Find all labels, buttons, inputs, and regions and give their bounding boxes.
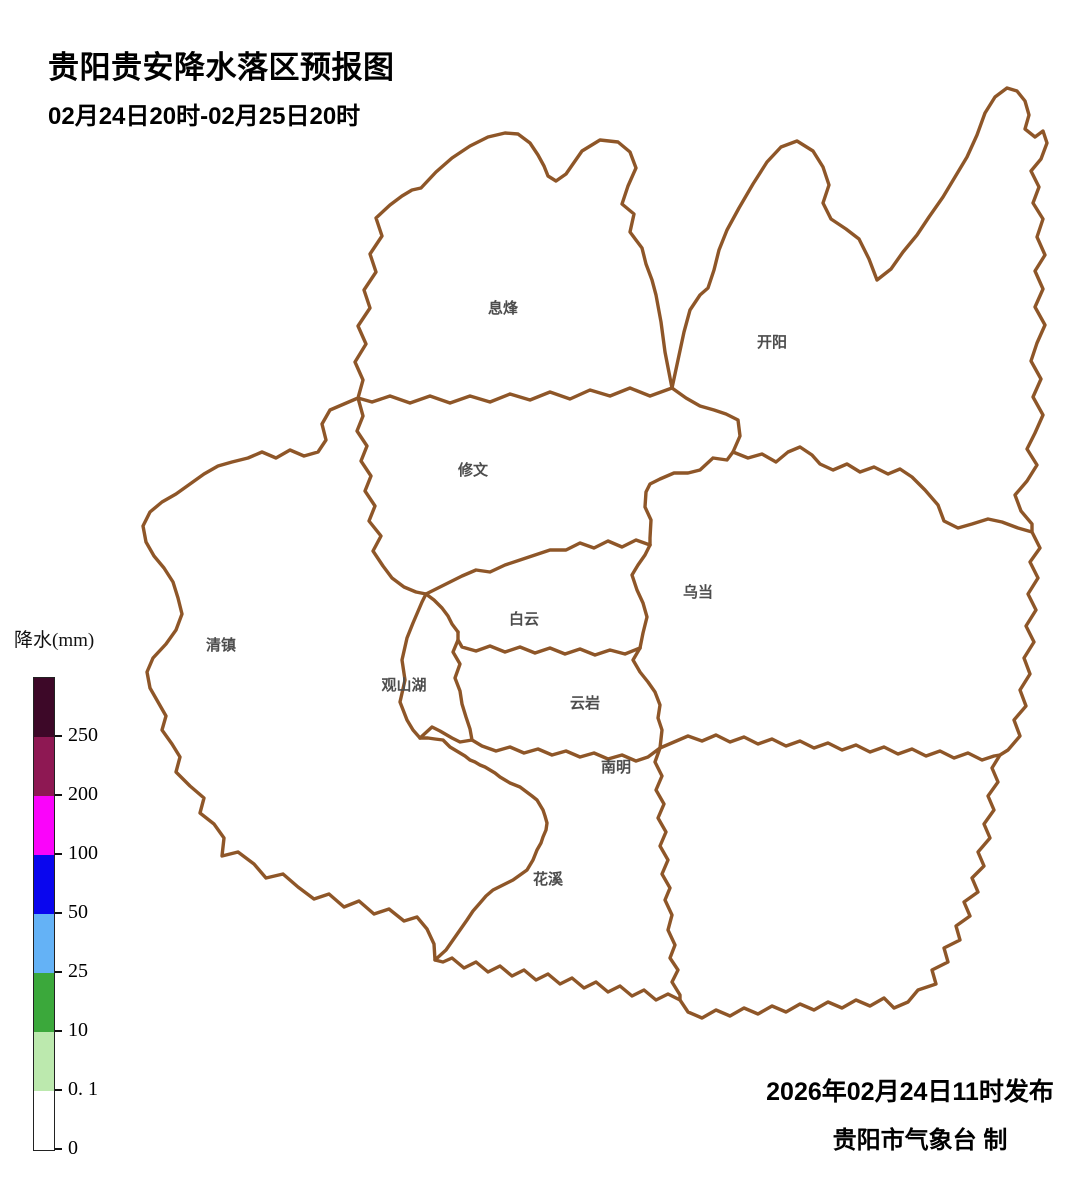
legend-bar (33, 677, 55, 1151)
district-boundary-wudang-nanming (658, 733, 1002, 762)
district-boundary-wudang-yunyan (631, 646, 664, 750)
district-boundary-xifeng-xiuwen (356, 386, 674, 405)
district-boundary-baiyun-wudang (630, 543, 652, 650)
district-label-nanming: 南明 (601, 758, 631, 776)
legend-band (34, 737, 54, 796)
district-boundary-baiyun-yunyan (456, 630, 642, 657)
legend-band (34, 796, 54, 855)
legend-tick-mark (55, 853, 62, 855)
district-boundary-guanshanhu-yunyan (451, 638, 474, 742)
district-label-qingzhen: 清镇 (206, 636, 236, 654)
map-outline (141, 86, 1049, 1020)
district-boundary-baiyun-guanshanhu (424, 592, 460, 634)
legend-tick-label: 10 (68, 1019, 88, 1041)
forecast-period: 02月24日20时-02月25日20时 (48, 103, 361, 130)
producer: 贵阳市气象台 制 (832, 1127, 1008, 1154)
district-boundary-guanshanhu-south (418, 725, 474, 744)
precipitation-legend: 降水(mm) 250 200 100 50 25 10 0. 1 0 (14, 625, 154, 1185)
legend-band (34, 855, 54, 914)
legend-tick-label: 50 (68, 901, 88, 923)
legend-band (34, 678, 54, 737)
district-boundary-kaiyang-wudang (731, 445, 1034, 534)
district-boundary-qingzhen-guanshanhu (398, 592, 428, 740)
issue-time: 2026年02月24日11时发布 (766, 1078, 1054, 1106)
district-boundary-nanming-huaxi (653, 746, 682, 1002)
legend-tick-label: 25 (68, 960, 88, 982)
legend-band (34, 1032, 54, 1091)
legend-tick-mark (55, 794, 62, 796)
district-label-huaxi: 花溪 (533, 870, 564, 888)
page-title: 贵阳贵安降水落区预报图 (48, 50, 395, 85)
legend-band (34, 914, 54, 973)
legend-tick-label: 250 (68, 724, 98, 746)
district-boundary-qingzhen-huaxi (418, 736, 549, 962)
district-label-wudang: 乌当 (683, 583, 713, 601)
legend-band (34, 1091, 54, 1150)
legend-tick-mark (55, 1148, 62, 1150)
legend-tick-mark (55, 1030, 62, 1032)
district-label-kaiyang: 开阳 (757, 334, 787, 351)
district-label-yunyan: 云岩 (570, 694, 600, 712)
district-boundary-xiuwen-qingzhen (355, 396, 428, 596)
district-boundary-xiuwen-wudang (643, 450, 735, 547)
legend-tick-label: 100 (68, 842, 98, 864)
district-label-guanshanhu: 观山湖 (381, 677, 426, 694)
legend-tick-mark (55, 735, 62, 737)
legend-tick-label: 0 (68, 1137, 78, 1159)
district-label-xiuwen: 修文 (457, 461, 489, 479)
legend-band (34, 973, 54, 1032)
district-label-xifeng: 息烽 (488, 299, 519, 317)
district-label-baiyun: 白云 (509, 610, 539, 628)
legend-tick-mark (55, 1089, 62, 1091)
legend-title: 降水(mm) (14, 630, 95, 651)
legend-tick-mark (55, 912, 62, 914)
legend-tick-label: 200 (68, 783, 98, 805)
district-boundary-xiuwen-kaiyang (670, 386, 742, 454)
district-boundary-xiuwen-baiyun (424, 538, 652, 596)
legend-tick-mark (55, 971, 62, 973)
district-boundary-yunyan-nanming (470, 738, 662, 763)
legend-tick-label: 0. 1 (68, 1078, 98, 1100)
